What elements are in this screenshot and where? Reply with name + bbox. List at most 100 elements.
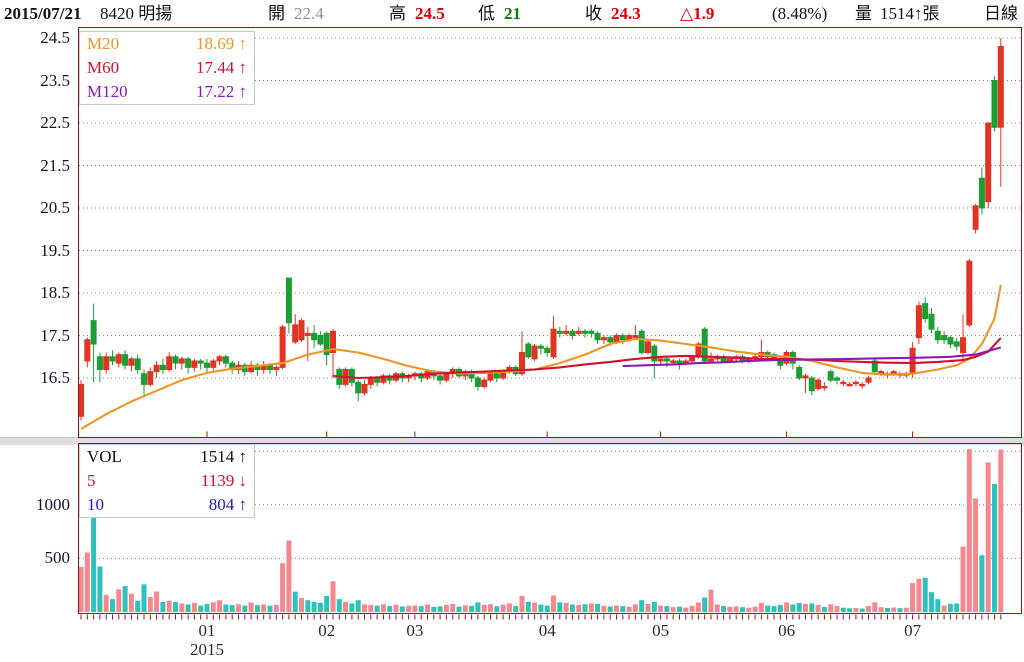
volume-bar xyxy=(223,604,229,612)
volume-bar xyxy=(941,605,947,612)
candle xyxy=(380,375,387,383)
candle xyxy=(638,330,645,353)
volume-bar xyxy=(891,607,897,612)
candle xyxy=(185,358,192,368)
candle xyxy=(210,360,217,368)
volume-bar xyxy=(910,583,916,612)
volume-bar xyxy=(683,607,689,612)
volume-bar xyxy=(513,605,519,612)
candle xyxy=(808,377,815,392)
volume-label: 量 xyxy=(855,4,872,23)
candle xyxy=(285,277,292,324)
candle xyxy=(109,356,116,362)
volume-bar xyxy=(809,603,815,612)
candle xyxy=(367,377,374,385)
candle xyxy=(317,335,324,345)
candle xyxy=(934,330,941,341)
volume-bar xyxy=(519,595,525,612)
volume-bar xyxy=(626,606,632,612)
candle xyxy=(248,364,255,373)
stock-name: 8420 明揚 xyxy=(100,4,173,23)
candle xyxy=(474,377,481,387)
candle xyxy=(607,337,614,343)
candle xyxy=(619,335,626,341)
m120-label: M120 xyxy=(87,82,128,101)
candle xyxy=(569,330,576,336)
volume-bar xyxy=(355,600,361,612)
month-axis-label: 01 xyxy=(198,621,216,640)
candle xyxy=(563,330,570,334)
volume-bar xyxy=(947,603,953,612)
candle xyxy=(827,371,834,381)
volume-bar xyxy=(803,603,808,612)
volume-bar xyxy=(97,566,103,612)
candle xyxy=(103,356,110,370)
volume-bar xyxy=(746,607,752,612)
candle xyxy=(323,332,330,356)
volume-bar xyxy=(532,602,538,612)
volume-bar xyxy=(110,599,115,612)
volume-bar xyxy=(299,598,304,612)
volume-bar xyxy=(437,606,443,612)
candle xyxy=(594,332,601,341)
candle xyxy=(582,330,588,334)
price-axis-label: 20.5 xyxy=(40,198,70,217)
candle xyxy=(298,320,305,341)
period-selector[interactable]: 日線 xyxy=(984,4,1018,23)
vol-value: 1514 ↑ xyxy=(200,447,247,466)
volume-bar xyxy=(620,606,626,612)
volume-bar xyxy=(349,603,355,612)
volume-bar xyxy=(393,604,399,612)
volume-bar xyxy=(525,601,531,612)
volume-bar xyxy=(362,604,367,612)
volume-legend-row: 10 804 ↑ xyxy=(80,493,254,517)
volume-bar xyxy=(998,449,1004,612)
volume-bar xyxy=(450,603,456,612)
volume-bar xyxy=(374,605,380,612)
candle xyxy=(355,381,362,394)
volume-bar xyxy=(601,605,607,612)
candle xyxy=(374,377,381,383)
price-axis-label: 19.5 xyxy=(40,240,70,260)
price-axis-label: 22.5 xyxy=(40,113,70,132)
volume-bar xyxy=(884,607,890,612)
m120-value: 17.22 ↑ xyxy=(196,82,247,101)
volume-bar xyxy=(576,604,582,612)
ma-legend-box: M20 18.69 ↑ M60 17.44 ↑ M120 17.22 ↑ xyxy=(79,31,255,105)
volume-bar xyxy=(973,498,979,612)
price-axis-label: 18.5 xyxy=(40,283,70,302)
volume-bar xyxy=(305,600,311,612)
close-label: 收 xyxy=(585,4,602,23)
volume-bar xyxy=(229,605,235,612)
price-axis-label: 17.5 xyxy=(40,325,70,345)
volume-legend-box: VOL 1514 ↑ 5 1139 ↓ 10 804 ↑ xyxy=(79,444,255,518)
volume-bar xyxy=(954,603,960,612)
candle xyxy=(141,373,147,385)
candle xyxy=(651,345,658,362)
volume-bar xyxy=(582,604,588,612)
volume-bar xyxy=(677,606,682,612)
volume-bar xyxy=(840,607,846,612)
volume-bar xyxy=(191,602,197,612)
candle xyxy=(928,313,935,330)
candle xyxy=(90,320,97,345)
volume-bar xyxy=(406,605,412,612)
volume-bar xyxy=(929,592,934,612)
volume-bar xyxy=(752,606,758,612)
candle xyxy=(846,383,853,387)
volume-bar xyxy=(664,606,670,612)
candle xyxy=(525,343,532,358)
volume-bar xyxy=(380,604,386,612)
volume-bar xyxy=(985,462,991,612)
vol10-value: 804 ↑ xyxy=(208,495,247,514)
candle xyxy=(985,122,992,203)
volume-bar xyxy=(135,600,141,612)
volume-bar xyxy=(481,604,487,612)
candle xyxy=(204,362,210,368)
volume-bar xyxy=(311,601,317,612)
month-axis-label: 07 xyxy=(904,621,922,640)
candle xyxy=(96,356,103,370)
volume-bar xyxy=(588,603,594,612)
m60-line xyxy=(332,337,1002,380)
ma-legend-row: M20 18.69 ↑ xyxy=(80,32,254,56)
